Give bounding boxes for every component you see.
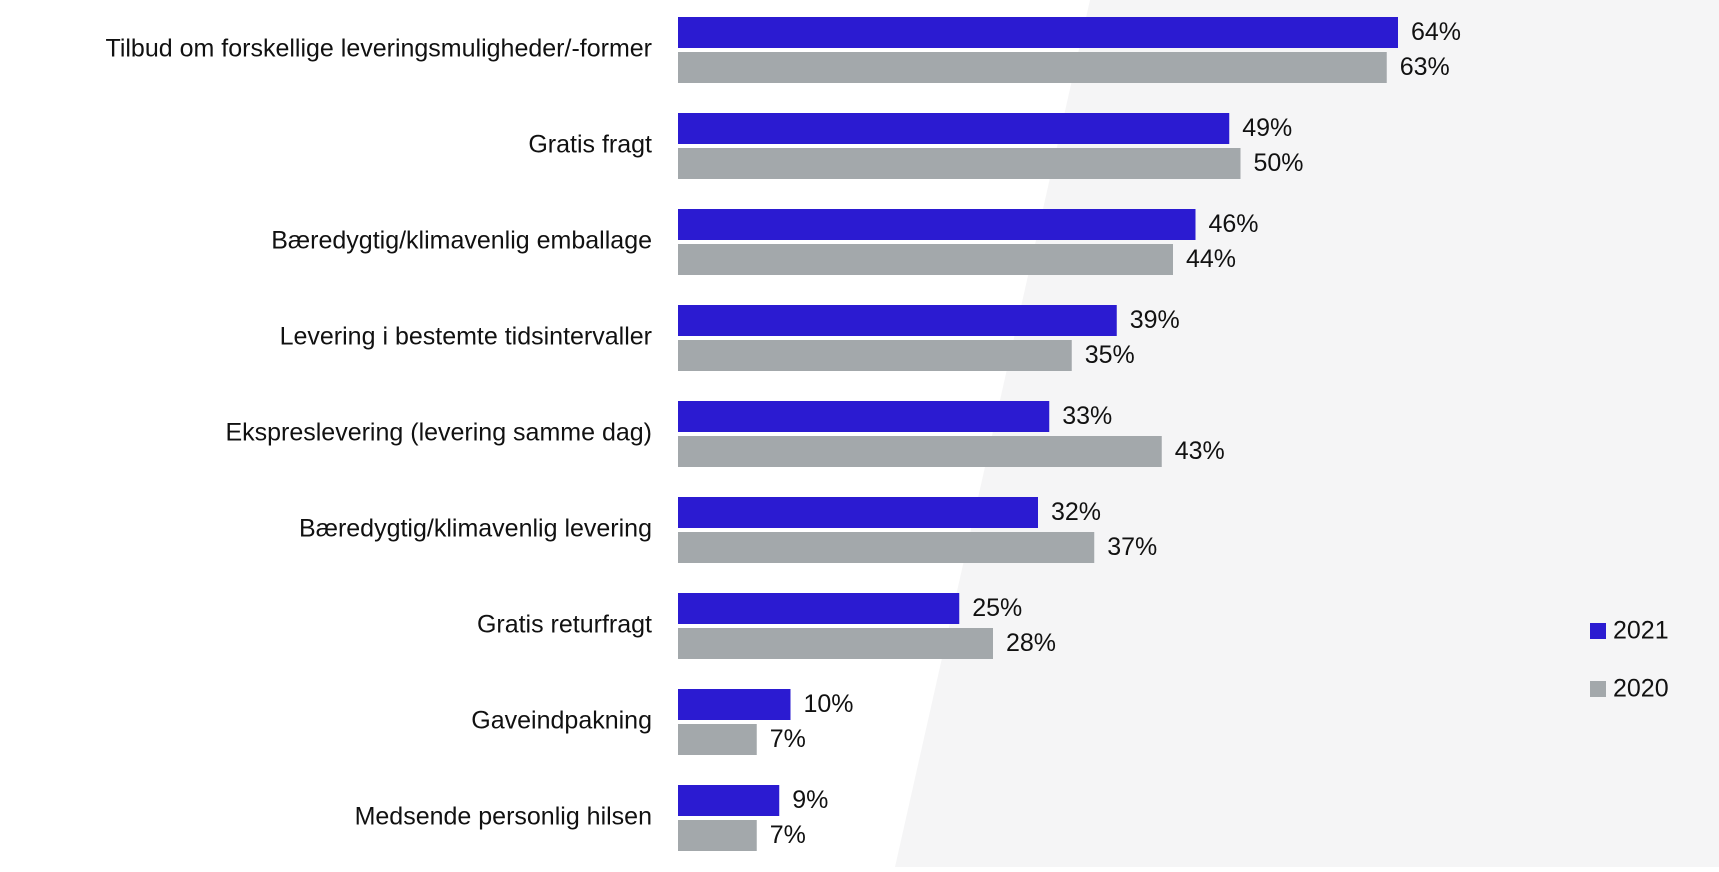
value-label-2021: 32%	[1051, 498, 1101, 526]
value-label-2020: 37%	[1107, 533, 1157, 561]
legend-swatch-2020	[1590, 681, 1606, 697]
bar-2020	[678, 340, 1072, 371]
bar-2020	[678, 724, 757, 755]
value-label-2020: 63%	[1400, 53, 1450, 81]
bar-2020	[678, 436, 1162, 467]
bar-2021	[678, 305, 1117, 336]
value-label-2021: 33%	[1062, 402, 1112, 430]
value-label-2021: 39%	[1130, 306, 1180, 334]
category-label: Ekspreslevering (levering samme dag)	[225, 419, 652, 447]
bar-2020	[678, 820, 757, 851]
value-label-2020: 35%	[1085, 341, 1135, 369]
category-label: Tilbud om forskellige leveringsmulighede…	[105, 35, 652, 63]
value-label-2021: 9%	[792, 786, 828, 814]
category-label: Bæredygtig/klimavenlig emballage	[271, 227, 652, 255]
value-label-2021: 49%	[1242, 114, 1292, 142]
bar-2021	[678, 497, 1038, 528]
category-label: Gratis returfragt	[477, 611, 652, 639]
bar-2021	[678, 593, 960, 624]
bar-2020	[678, 244, 1173, 275]
legend-label-2020: 2020	[1613, 675, 1669, 703]
bar-2021	[678, 401, 1050, 432]
legend-swatch-2021	[1590, 623, 1606, 639]
value-label-2021: 46%	[1209, 210, 1259, 238]
category-label: Gaveindpakning	[471, 707, 652, 735]
value-label-2020: 43%	[1175, 437, 1225, 465]
value-label-2020: 7%	[770, 725, 806, 753]
category-label: Levering i bestemte tidsintervaller	[280, 323, 652, 351]
value-labels: 64% 63% 49% 50% 46% 44% 39% 35% 33% 43% 32%37% 25% 2…	[770, 18, 1461, 849]
value-label-2020: 50%	[1254, 149, 1304, 177]
bar-2021	[678, 209, 1196, 240]
category-label: Bæredygtig/klimavenlig levering	[299, 515, 652, 543]
legend: 2021 2020	[1590, 617, 1669, 703]
category-label: Medsende personlig hilsen	[355, 803, 652, 831]
bar-2020	[678, 52, 1387, 83]
bar-2020	[678, 532, 1095, 563]
bar-2021	[678, 689, 791, 720]
bar-2020	[678, 148, 1241, 179]
bar-2020	[678, 628, 993, 659]
value-label-2021: 25%	[972, 594, 1022, 622]
value-label-2020: 44%	[1186, 245, 1236, 273]
value-label-2021: 64%	[1411, 18, 1461, 46]
bar-2021	[678, 785, 780, 816]
value-label-2020: 28%	[1006, 629, 1056, 657]
legend-label-2021: 2021	[1613, 617, 1669, 645]
bars	[678, 17, 1398, 851]
value-label-2020: 7%	[770, 821, 806, 849]
category-label: Gratis fragt	[528, 131, 652, 159]
value-label-2021: 10%	[804, 690, 854, 718]
category-labels: Tilbud om forskellige leveringsmulighede…	[105, 35, 652, 831]
bar-2021	[678, 113, 1230, 144]
bar-2021	[678, 17, 1398, 48]
